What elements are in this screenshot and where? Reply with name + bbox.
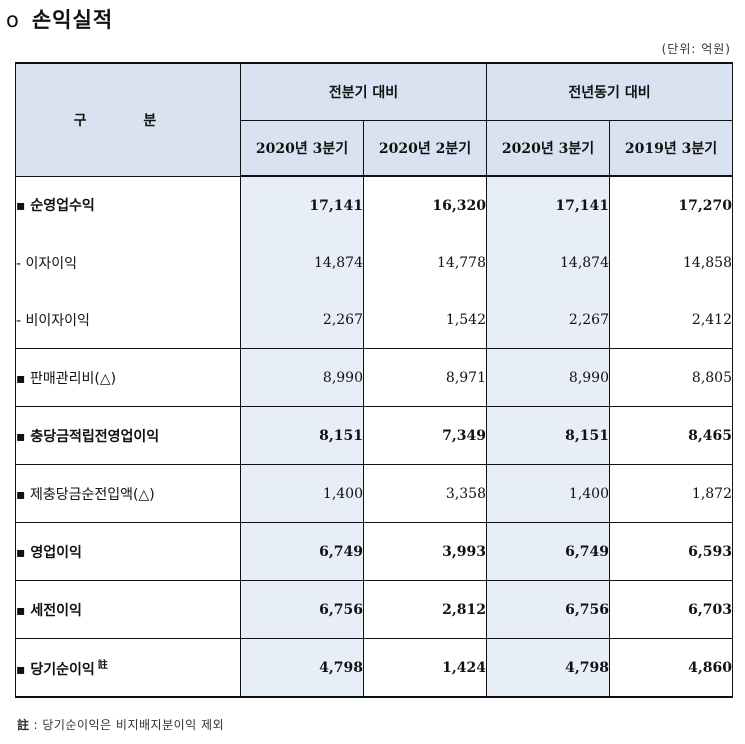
income-table: 구 분 전분기 대비 전년동기 대비 2020년 3분기 2020년 2분기 2… — [15, 62, 733, 698]
footnote-text: : 당기순이익은 비지배지분이익 제외 — [33, 718, 225, 732]
cell-value: 16,320 — [363, 176, 487, 234]
row-label: ▪ 충당금적립전영업이익 — [15, 406, 241, 465]
header-col-2: 2020년 2분기 — [363, 120, 487, 177]
table-row: - 비이자이익 2,267 1,542 2,267 2,412 — [15, 291, 733, 349]
cell-value: 4,860 — [609, 638, 733, 697]
row-label: ▪ 영업이익 — [15, 522, 241, 581]
cell-value: 6,703 — [609, 580, 733, 639]
cell-value: 1,400 — [240, 464, 364, 523]
cell-value: 14,778 — [363, 234, 487, 291]
footnote-marker: 註 — [97, 660, 108, 671]
cell-value: 2,812 — [363, 580, 487, 639]
title-bullet: o — [6, 8, 20, 32]
table-row: ▪ 세전이익 6,756 2,812 6,756 6,703 — [15, 580, 733, 639]
cell-value: 3,358 — [363, 464, 487, 523]
row-label: ▪ 판매관리비(△) — [15, 348, 241, 407]
cell-value: 3,993 — [363, 522, 487, 581]
cell-value: 8,465 — [609, 406, 733, 465]
cell-value: 8,990 — [240, 348, 364, 407]
cell-value: 1,424 — [363, 638, 487, 697]
title-text: 손익실적 — [31, 8, 114, 32]
cell-value: 8,971 — [363, 348, 487, 407]
cell-value: 1,542 — [363, 291, 487, 349]
cell-value: 6,749 — [240, 522, 364, 581]
cell-value: 1,872 — [609, 464, 733, 523]
cell-value: 6,593 — [609, 522, 733, 581]
cell-value: 8,805 — [609, 348, 733, 407]
cell-value: 8,151 — [240, 406, 364, 465]
cell-value: 2,267 — [486, 291, 610, 349]
table-row: ▪ 영업이익 6,749 3,993 6,749 6,593 — [15, 522, 733, 581]
cell-value: 7,349 — [363, 406, 487, 465]
cell-value: 8,990 — [486, 348, 610, 407]
footnote: 註: 당기순이익은 비지배지분이익 제외 — [17, 716, 224, 733]
cell-value: 1,400 — [486, 464, 610, 523]
row-label: ▪ 순영업수익 — [15, 176, 241, 234]
cell-value: 6,756 — [486, 580, 610, 639]
cell-value: 6,756 — [240, 580, 364, 639]
row-label: ▪ 세전이익 — [15, 580, 241, 639]
table-row: ▪ 순영업수익 17,141 16,320 17,141 17,270 — [15, 176, 733, 234]
row-label: ▪ 제충당금순전입액(△) — [15, 464, 241, 523]
cell-value: 17,270 — [609, 176, 733, 234]
table-row: ▪ 당기순이익 註 4,798 1,424 4,798 4,860 — [15, 638, 733, 697]
cell-value: 4,798 — [486, 638, 610, 697]
cell-value: 8,151 — [486, 406, 610, 465]
cell-value: 6,749 — [486, 522, 610, 581]
row-label: - 이자이익 — [15, 234, 241, 291]
header-group-prev-quarter: 전분기 대비 — [240, 63, 487, 121]
header-col-3: 2020년 3분기 — [486, 120, 610, 177]
cell-value: 17,141 — [240, 176, 364, 234]
table-row: ▪ 판매관리비(△) 8,990 8,971 8,990 8,805 — [15, 348, 733, 407]
page-title: o 손익실적 — [6, 4, 113, 34]
row-label: ▪ 당기순이익 註 — [15, 638, 241, 697]
header-gubun: 구 분 — [15, 63, 241, 177]
header-group-prev-year: 전년동기 대비 — [486, 63, 733, 121]
table-row: ▪ 충당금적립전영업이익 8,151 7,349 8,151 8,465 — [15, 406, 733, 465]
cell-value: 14,874 — [240, 234, 364, 291]
cell-value: 17,141 — [486, 176, 610, 234]
cell-value: 14,874 — [486, 234, 610, 291]
row-label: - 비이자이익 — [15, 291, 241, 349]
unit-label: (단위: 억원) — [661, 42, 731, 56]
cell-value: 4,798 — [240, 638, 364, 697]
cell-value: 14,858 — [609, 234, 733, 291]
table-row: ▪ 제충당금순전입액(△) 1,400 3,358 1,400 1,872 — [15, 464, 733, 523]
cell-value: 2,412 — [609, 291, 733, 349]
header-col-1: 2020년 3분기 — [240, 120, 364, 177]
header-col-4: 2019년 3분기 — [609, 120, 733, 177]
cell-value: 2,267 — [240, 291, 364, 349]
table-row: - 이자이익 14,874 14,778 14,874 14,858 — [15, 234, 733, 291]
footnote-mark: 註 — [17, 718, 30, 732]
